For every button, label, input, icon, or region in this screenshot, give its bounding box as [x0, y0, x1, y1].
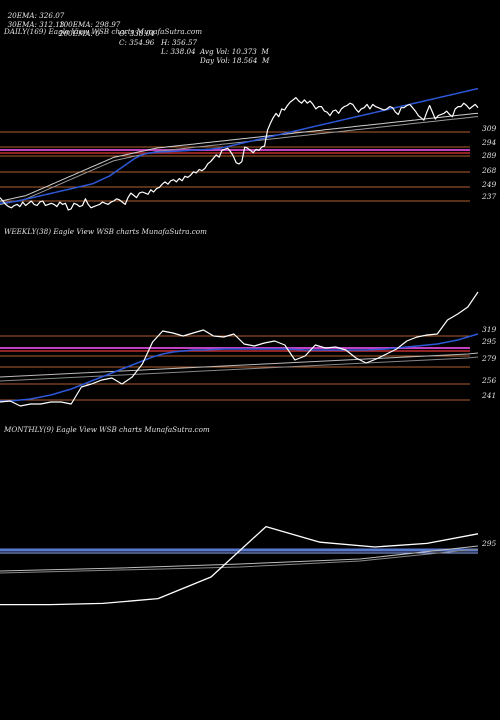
close-label: C: 354.96	[119, 38, 155, 47]
daily-y-label: 237	[481, 192, 497, 201]
daily-y-label: 289	[481, 151, 497, 160]
monthly-price-line	[0, 525, 479, 606]
weekly-y-label: 241	[481, 391, 496, 400]
header-row-2: 30EMA: 312.13 200EMA: 0 C: 354.96 L: 338…	[3, 11, 270, 65]
weekly-chart: WEEKLY(38) Eagle View WSB charts MunafaS…	[0, 227, 497, 407]
ema100-label: 100EMA: 298.97	[59, 20, 121, 29]
monthly-y-label: 295	[481, 539, 497, 548]
weekly-price-line	[0, 291, 479, 407]
low-label: L: 338.04	[161, 47, 196, 56]
monthly-chart: MONTHLY(9) Eagle View WSB charts MunafaS…	[0, 425, 497, 606]
high-label: H: 356.57	[161, 38, 198, 47]
daily-price-line	[0, 96, 479, 211]
ema20-label: 20EMA: 326.07	[7, 11, 65, 20]
monthly-ema-white-line	[0, 545, 479, 572]
open-label: O: 338.04	[119, 29, 155, 38]
weekly-y-label: 319	[482, 325, 497, 334]
monthly-ema-grey-line	[0, 548, 479, 574]
daily-y-label: 268	[481, 166, 497, 175]
weekly-ema-grey-line	[0, 356, 479, 382]
day-vol-label: Day Vol: 18.564 M	[200, 56, 270, 65]
daily-ema-blue-line	[0, 87, 479, 205]
avg-vol-label: Avg Vol: 10.373 M	[200, 47, 269, 56]
weekly-y-label: 295	[481, 337, 497, 346]
daily-y-label: 249	[481, 180, 497, 189]
weekly-y-label: 279	[481, 354, 497, 363]
header-row-1: 20EMA: 326.07 100EMA: 298.97 O: 338.04 H…	[3, 2, 269, 56]
monthly-title: MONTHLY(9) Eagle View WSB charts MunafaS…	[3, 425, 210, 434]
daily-y-label: 294	[481, 138, 497, 147]
weekly-title: WEEKLY(38) Eagle View WSB charts MunafaS…	[4, 227, 207, 236]
ema30-label: 30EMA: 312.13	[7, 20, 65, 29]
daily-chart: DAILY(169) Eagle View WSB charts MunafaS…	[0, 27, 497, 211]
weekly-y-label: 256	[481, 376, 497, 385]
weekly-ema-white-line	[0, 352, 479, 378]
daily-ema-grey-line	[0, 116, 479, 206]
ema200-label: 200EMA: 0	[59, 29, 100, 38]
daily-ema-white-line	[0, 112, 479, 202]
daily-title: DAILY(169) Eagle View WSB charts MunafaS…	[3, 27, 202, 36]
daily-y-label: 309	[482, 124, 497, 133]
